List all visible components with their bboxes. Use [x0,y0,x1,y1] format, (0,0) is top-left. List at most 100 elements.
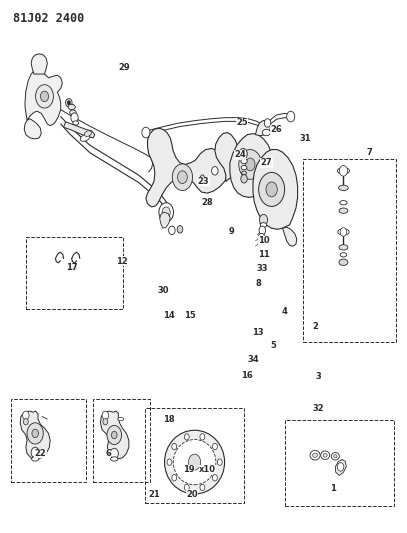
Text: 23: 23 [198,177,209,186]
Circle shape [263,177,282,204]
Text: 9: 9 [229,228,235,237]
Circle shape [168,226,175,235]
Circle shape [40,91,48,102]
Circle shape [107,425,122,445]
Circle shape [259,226,265,235]
Circle shape [66,99,72,107]
Circle shape [339,165,348,176]
Ellipse shape [84,131,92,136]
Circle shape [102,411,109,419]
Circle shape [172,474,177,481]
Circle shape [258,237,264,245]
Ellipse shape [340,200,347,205]
Text: 12: 12 [116,257,127,265]
Circle shape [200,434,205,440]
Circle shape [184,484,189,490]
Polygon shape [282,227,297,246]
Text: 26: 26 [271,125,282,134]
Ellipse shape [70,110,76,115]
Ellipse shape [323,454,327,457]
Text: 5: 5 [270,341,276,350]
Polygon shape [335,459,346,475]
Circle shape [188,454,201,470]
Text: 24: 24 [234,150,246,159]
Text: 31: 31 [299,134,311,143]
Polygon shape [146,128,229,207]
Bar [26,237,123,309]
Circle shape [71,113,78,123]
Polygon shape [160,212,170,228]
Ellipse shape [339,208,348,213]
Circle shape [239,149,247,159]
Circle shape [162,207,170,217]
Text: 17: 17 [66,263,77,272]
Ellipse shape [313,453,317,457]
Circle shape [287,111,295,122]
Ellipse shape [118,417,124,421]
Text: 3: 3 [315,372,321,381]
Text: 1: 1 [330,484,336,493]
Polygon shape [230,134,272,197]
Circle shape [167,459,172,465]
Text: 10: 10 [258,237,270,246]
Ellipse shape [241,165,247,169]
Circle shape [172,443,177,450]
Ellipse shape [241,159,247,164]
Circle shape [241,174,247,183]
Ellipse shape [242,171,247,175]
Circle shape [159,203,173,222]
Circle shape [212,443,217,450]
Text: 14: 14 [163,311,175,320]
Text: 30: 30 [157,286,168,295]
Circle shape [67,101,70,105]
Circle shape [259,172,284,206]
Circle shape [112,431,117,439]
Bar [144,408,244,503]
Ellipse shape [340,253,347,257]
Text: 81J02 2400: 81J02 2400 [13,12,84,26]
Circle shape [239,150,262,179]
Circle shape [31,447,39,458]
Text: 32: 32 [312,405,324,414]
Circle shape [264,119,271,127]
Ellipse shape [337,167,350,174]
Text: 13: 13 [252,328,264,337]
Text: 16: 16 [241,371,253,380]
Ellipse shape [31,457,39,461]
Ellipse shape [73,121,79,125]
Circle shape [266,182,277,197]
Circle shape [177,171,187,183]
Circle shape [110,448,118,459]
Text: 15: 15 [184,311,196,320]
Circle shape [27,423,43,444]
Bar [93,399,150,482]
Text: x10: x10 [199,465,216,474]
Ellipse shape [259,233,264,238]
Text: 27: 27 [260,158,272,167]
Polygon shape [215,133,239,181]
Text: 8: 8 [255,279,261,288]
Ellipse shape [111,457,118,461]
Text: 20: 20 [186,489,198,498]
Ellipse shape [310,450,320,460]
Ellipse shape [321,451,330,459]
Polygon shape [257,168,287,213]
Ellipse shape [339,185,348,190]
Text: 19: 19 [183,465,194,474]
Circle shape [35,85,53,108]
Circle shape [172,164,193,190]
Circle shape [217,459,222,465]
Bar [303,159,396,342]
Circle shape [24,418,28,425]
Text: 21: 21 [148,489,160,498]
Circle shape [337,463,344,471]
Polygon shape [256,120,270,136]
Ellipse shape [339,245,348,250]
Text: 28: 28 [202,198,213,207]
Text: 34: 34 [248,355,260,364]
Text: 11: 11 [258,251,270,260]
Ellipse shape [80,134,90,141]
Circle shape [268,185,276,196]
Circle shape [260,214,267,225]
Circle shape [245,158,255,171]
